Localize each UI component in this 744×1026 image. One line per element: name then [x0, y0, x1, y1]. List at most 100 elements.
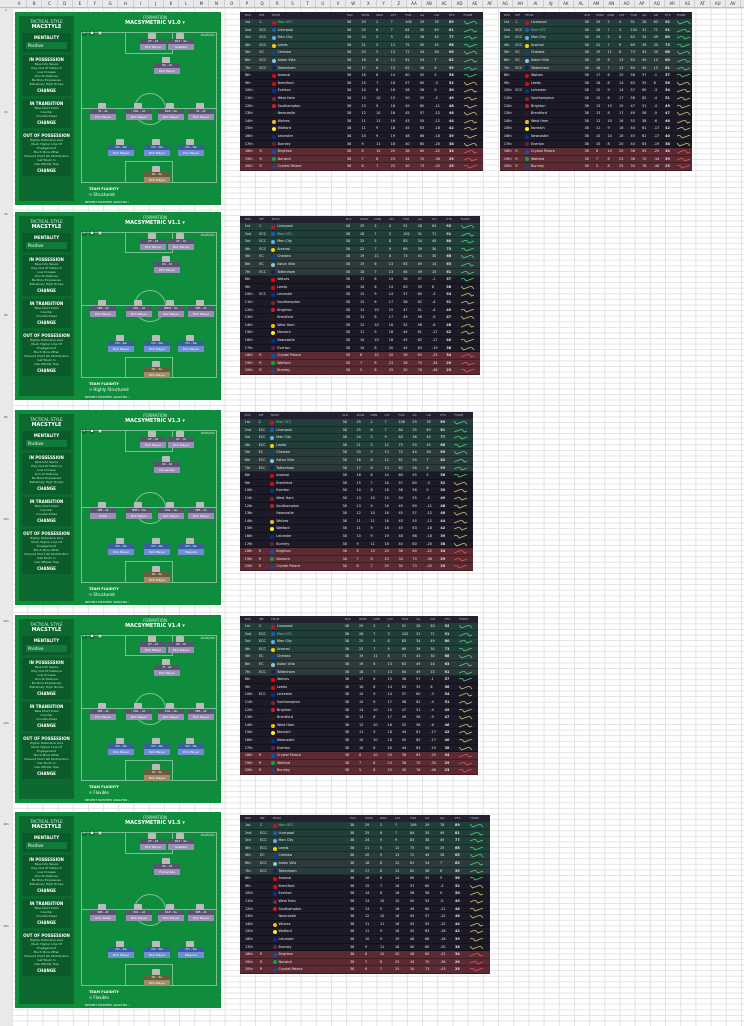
- table-row[interactable]: 4th ECC Leeds 38 21 5 12 75 50 25 68: [240, 41, 483, 50]
- team-name[interactable]: Crystal Palace: [276, 753, 301, 758]
- team-name[interactable]: Man UFC: [530, 27, 546, 32]
- player-role[interactable]: CD - De: [108, 744, 134, 750]
- team-name[interactable]: Leicester: [277, 292, 293, 297]
- team-name[interactable]: Man UFC: [278, 823, 294, 827]
- player-slot[interactable]: AF - At Pick Player: [140, 431, 166, 449]
- table-row[interactable]: 14th Wolves 38 11 11 16 43 55 -12 44: [240, 921, 490, 929]
- player-name[interactable]: Pick Player: [126, 113, 152, 120]
- table-row[interactable]: 18th R Brighton 38 8 10 20 38 60 -22 34: [240, 148, 483, 156]
- column-letter[interactable]: L: [179, 0, 195, 7]
- team-name[interactable]: Norwich: [530, 126, 545, 131]
- player-slot[interactable]: SS - At Pick Player: [154, 57, 180, 75]
- column-header[interactable]: AG: [412, 413, 417, 417]
- player-slot[interactable]: SK - Su Pick Player: [144, 565, 170, 584]
- column-header[interactable]: FORM: [454, 413, 464, 417]
- table-row[interactable]: 15th Watford 38 11 9 18 45 63 -18 42: [240, 928, 490, 936]
- toolbar-icon[interactable]: i: [81, 230, 87, 236]
- player-slot[interactable]: SK - Su Pick Player: [144, 361, 170, 379]
- team-name[interactable]: Wolves: [276, 677, 289, 682]
- table-row[interactable]: 20th R Burnley 38 5 8 25 30 76 -46 23: [240, 767, 478, 775]
- column-header[interactable]: PLD: [345, 217, 352, 221]
- table-row[interactable]: 17th Burnley 38 9 11 18 40 60 -20 38: [240, 944, 490, 952]
- table-row[interactable]: 3rd ECC Man City 38 25 5 8 83 34 49 80: [240, 638, 478, 646]
- player-role[interactable]: CD - De: [108, 341, 134, 347]
- player-role[interactable]: W - At: [188, 108, 214, 114]
- table-row[interactable]: 20th R Crystal Palace 38 6 7 25 30 73 -43 25: [240, 163, 483, 171]
- table-row[interactable]: 6th EC Aston Villa 38 19 6 13 63 49 14 63: [500, 56, 692, 65]
- column-letter[interactable]: AH: [513, 0, 529, 7]
- player-role[interactable]: DLP - Su: [158, 108, 184, 114]
- analysis-toggle[interactable]: Analysis: [200, 431, 215, 435]
- player-role[interactable]: AF - At: [140, 437, 166, 443]
- table-row[interactable]: 9th Brentford 38 15 7 16 57 60 -3 52: [240, 883, 490, 891]
- table-row[interactable]: 20th R Crystal Palace 38 6 7 25 30 73 -43 25: [240, 563, 473, 571]
- player-slot[interactable]: AF - At Pick Player: [140, 635, 166, 654]
- team-name[interactable]: Brighton: [276, 707, 292, 712]
- team-name[interactable]: Newcastle: [530, 133, 549, 138]
- toolbar-icon[interactable]: i: [81, 30, 87, 36]
- team-name[interactable]: Watford: [277, 126, 291, 131]
- team-name[interactable]: Liverpool: [530, 20, 547, 24]
- team-name[interactable]: Tottenham: [277, 65, 296, 70]
- table-row[interactable]: 3rd ECC Man City 38 24 5 9 83 38 45 77: [240, 34, 483, 42]
- column-header[interactable]: POS: [244, 13, 251, 17]
- table-row[interactable]: 3rd ECC Man City 38 24 5 9 83 38 45 77: [240, 434, 473, 442]
- player-name[interactable]: Pick Player: [154, 267, 180, 274]
- table-row[interactable]: 13th Newcastle 38 12 10 16 45 57 -12 46: [240, 510, 473, 518]
- player-slot[interactable]: SS - At Fernandes: [154, 857, 180, 876]
- table-row[interactable]: 20th R Burnley 38 5 8 25 30 76 -46 23: [500, 163, 692, 171]
- column-header[interactable]: AG: [417, 217, 422, 221]
- team-name[interactable]: Everton: [277, 88, 291, 93]
- row-number[interactable]: 1: [5, 8, 7, 12]
- column-header[interactable]: GD: [434, 13, 440, 17]
- player-role[interactable]: WB - At: [188, 306, 214, 311]
- column-header[interactable]: DRN: [370, 413, 378, 417]
- team-name[interactable]: Leicester: [276, 533, 292, 538]
- team-name[interactable]: Tottenham: [276, 465, 295, 470]
- table-row[interactable]: 14th Wolves 38 11 11 16 43 55 -12 44: [240, 518, 473, 526]
- column-letter[interactable]: J: [149, 0, 164, 7]
- player-name[interactable]: Pick Player: [144, 749, 170, 756]
- table-row[interactable]: 5th EC Chelsea 38 20 5 13 72 44 28 65: [240, 49, 483, 57]
- table-row[interactable]: 12th Southampton 38 13 9 16 49 60 -11 48: [240, 103, 483, 111]
- player-role[interactable]: W - At: [90, 108, 116, 114]
- row-number[interactable]: 161: [3, 822, 9, 827]
- column-letter[interactable]: AC: [437, 0, 453, 7]
- team-name[interactable]: Chelsea: [530, 50, 545, 55]
- column-header[interactable]: DRN: [374, 217, 382, 221]
- team-name[interactable]: Southampton: [530, 95, 554, 100]
- player-name[interactable]: Pick Player: [144, 346, 170, 353]
- team-name[interactable]: West Ham: [277, 95, 295, 100]
- team-name[interactable]: Leeds: [276, 442, 287, 447]
- player-slot[interactable]: W - At Pick Player: [90, 102, 116, 121]
- column-letter[interactable]: Y: [377, 0, 392, 7]
- table-row[interactable]: 17th Everton 38 10 8 20 44 63 -19 38: [240, 345, 480, 353]
- analysis-toggle[interactable]: Analysis: [200, 233, 215, 237]
- player-name[interactable]: Pick Player: [188, 311, 214, 317]
- player-name[interactable]: Pick Player: [108, 749, 134, 756]
- player-slot[interactable]: CD - De Pick Player: [144, 738, 170, 756]
- player-name[interactable]: Maguire: [178, 549, 204, 556]
- table-row[interactable]: 9th Brentford 38 15 7 16 57 60 -3 52: [240, 480, 473, 488]
- column-header[interactable]: POS: [244, 617, 251, 621]
- team-name[interactable]: Tottenham: [530, 65, 549, 70]
- player-slot[interactable]: BBM - Su Pick Player: [158, 300, 184, 318]
- table-row[interactable]: 8th Wolves 38 17 6 15 56 57 -1 57: [240, 676, 478, 684]
- team-name[interactable]: Wolves: [530, 73, 543, 78]
- table-row[interactable]: 2nd ECC Man UFC 38 28 7 3 102 31 71 91: [240, 230, 480, 239]
- team-name[interactable]: Arsenal: [277, 246, 290, 251]
- player-slot[interactable]: VOL - At Pick Player: [126, 703, 152, 721]
- table-row[interactable]: 13th Newcastle 38 12 10 16 45 57 -12 46: [240, 110, 483, 118]
- toolbar-icon[interactable]: ▦: [97, 830, 103, 836]
- player-role[interactable]: DLF - Su: [168, 39, 194, 45]
- column-letter[interactable]: AQ: [650, 0, 666, 7]
- column-letter[interactable]: V: [331, 0, 347, 7]
- table-row[interactable]: 4th ECC Leeds 38 21 5 12 75 50 25 68: [240, 844, 490, 853]
- team-name[interactable]: Watford: [277, 360, 291, 365]
- player-role[interactable]: CD - De: [178, 544, 204, 550]
- team-name[interactable]: Everton: [277, 345, 291, 350]
- table-row[interactable]: 6th ECC Aston Villa 38 18 8 12 61 54 7 62: [240, 859, 490, 868]
- player-role[interactable]: SK - Su: [144, 367, 170, 373]
- column-header[interactable]: WON: [356, 413, 365, 417]
- column-header[interactable]: FORM: [458, 617, 468, 621]
